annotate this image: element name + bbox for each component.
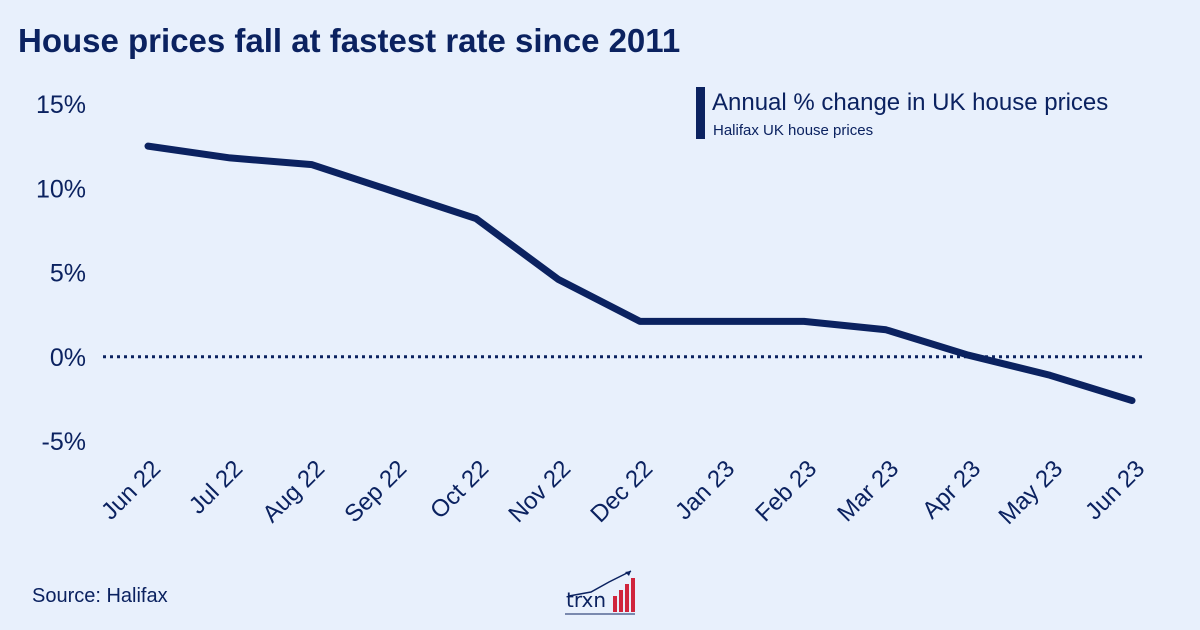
- x-tick-label: Oct 22: [425, 455, 494, 524]
- x-tick-label: Jul 22: [184, 455, 248, 519]
- trxn-logo: trxn: [561, 568, 641, 618]
- series-line-annual-change: [144, 142, 1136, 405]
- legend-subtitle: Halifax UK house prices: [713, 122, 874, 139]
- source-note: Source: Halifax: [32, 585, 168, 607]
- x-tick-label: Feb 23: [750, 455, 822, 527]
- y-tick-label: -5%: [42, 428, 86, 456]
- logo-arrow-icon: [625, 571, 631, 576]
- logo-bar: [631, 578, 635, 612]
- logo-text: trxn: [566, 588, 607, 612]
- legend-title: Annual % change in UK house prices: [712, 89, 1109, 116]
- x-axis: Jun 22 Jul 22 Aug 22 Sep 22 Oct 22 Nov 22 Dec …: [96, 455, 1150, 530]
- chart-title: House prices fall at fastest rate since …: [18, 22, 681, 59]
- legend-swatch: [696, 87, 705, 139]
- x-tick-label: Mar 23: [832, 455, 904, 527]
- x-tick-label: Apr 23: [917, 455, 986, 524]
- x-tick-label: Sep 22: [339, 455, 412, 528]
- logo-trend-line: [568, 570, 632, 597]
- logo-bar: [619, 590, 623, 612]
- y-tick-label: 15%: [36, 91, 86, 119]
- x-tick-label: Jan 23: [670, 455, 740, 525]
- logo-bar: [625, 584, 629, 612]
- logo-chart-icon: [565, 570, 635, 615]
- x-tick-label: Jun 22: [96, 455, 166, 525]
- x-tick-label: Jun 23: [1080, 455, 1150, 525]
- x-tick-label: Nov 22: [503, 455, 576, 528]
- x-tick-label: Aug 22: [257, 455, 330, 528]
- y-tick-label: 5%: [50, 260, 86, 288]
- y-tick-label: 10%: [36, 175, 86, 203]
- logo-bar: [613, 596, 617, 612]
- y-tick-label: 0%: [50, 344, 86, 372]
- x-tick-label: Dec 22: [585, 455, 658, 528]
- x-tick-label: May 23: [993, 455, 1068, 530]
- y-axis: 15% 10% 5% 0% -5%: [36, 91, 86, 456]
